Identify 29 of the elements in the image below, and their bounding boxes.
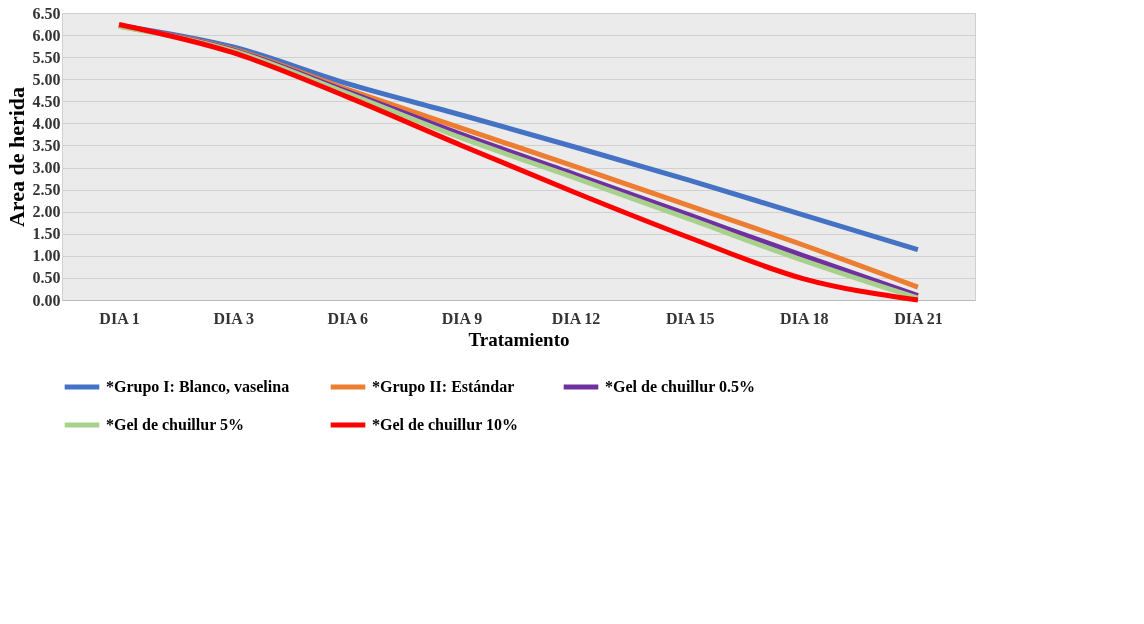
x-tick-label: DIA 12 <box>551 309 601 327</box>
y-tick-label: 3.00 <box>32 159 61 177</box>
x-tick-label: DIA 15 <box>665 309 715 327</box>
x-tick-label: DIA 6 <box>327 309 369 327</box>
legend-label: *Grupo I: Blanco, vaselina <box>106 378 290 396</box>
x-tick-label: DIA 3 <box>213 309 254 327</box>
y-tick-label: 4.50 <box>32 92 61 110</box>
legend-label: *Gel de chuillur 10% <box>372 416 518 433</box>
x-tick-label: DIA 18 <box>780 309 829 327</box>
y-tick-label: 0.50 <box>32 269 61 287</box>
y-tick-label: 5.00 <box>32 70 61 88</box>
y-axis-title: Area de herida <box>3 86 29 228</box>
x-tick-label: DIA 1 <box>99 309 140 327</box>
y-tick-label: 1.50 <box>32 225 61 243</box>
y-tick-label: 2.00 <box>32 203 61 221</box>
x-tick-label: DIA 21 <box>894 309 943 327</box>
y-tick-label: 2.50 <box>32 181 61 199</box>
x-tick-label: DIA 9 <box>441 309 483 327</box>
y-tick-label: 6.50 <box>32 4 61 22</box>
y-tick-label: 3.50 <box>32 136 61 154</box>
y-tick-label: 5.50 <box>32 48 61 66</box>
x-axis-title: Tratamiento <box>468 328 570 350</box>
legend-label: *Grupo II: Estándar <box>372 378 515 396</box>
y-tick-label: 4.00 <box>32 114 61 132</box>
legend-label: *Gel de chuillur 5% <box>106 416 244 433</box>
y-tick-label: 0.00 <box>32 291 61 309</box>
legend-label: *Gel de chuillur 0.5% <box>605 378 755 395</box>
y-tick-label: 6.00 <box>32 26 61 44</box>
y-tick-label: 1.00 <box>32 247 61 265</box>
